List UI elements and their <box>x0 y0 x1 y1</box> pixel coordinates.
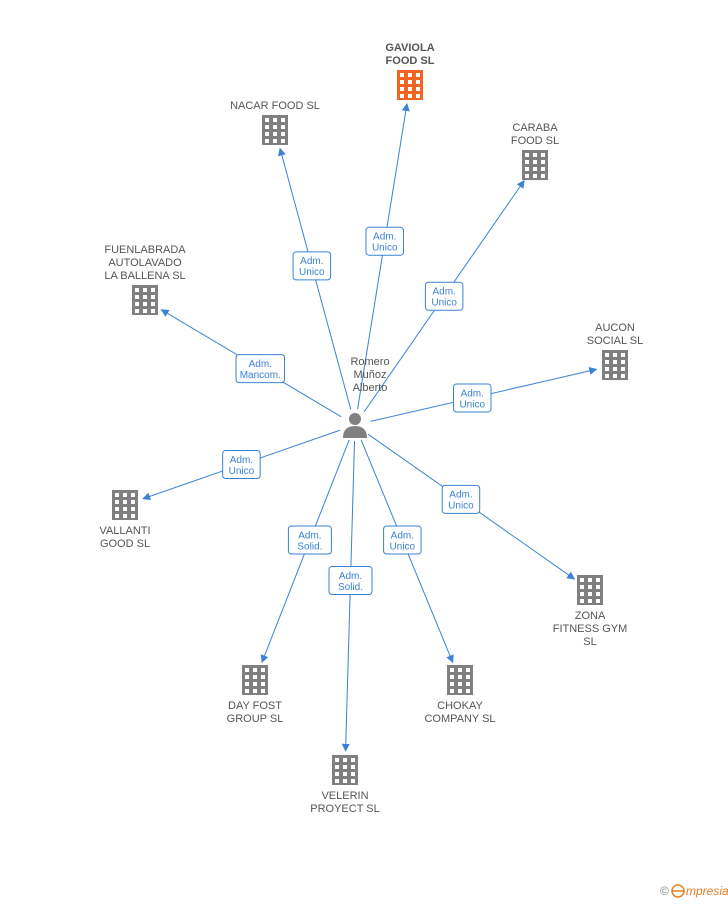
edge-velerin <box>346 441 355 751</box>
building-icon <box>332 755 358 785</box>
svg-text:NACAR FOOD SL: NACAR FOOD SL <box>230 100 320 112</box>
svg-text:Unico: Unico <box>431 298 457 309</box>
edge-label-nacar: Adm.Unico <box>293 252 331 280</box>
node-vallanti[interactable] <box>112 490 138 520</box>
node-label-zona: ZONAFITNESS GYMSL <box>553 610 628 648</box>
edge-label-caraba: Adm.Unico <box>425 282 463 310</box>
edge-label-chokay: Adm.Unico <box>384 526 422 554</box>
svg-text:Solid.: Solid. <box>338 582 363 593</box>
node-fuenlabrada[interactable] <box>132 285 158 315</box>
svg-text:Unico: Unico <box>390 541 416 552</box>
svg-text:ZONA: ZONA <box>575 610 606 622</box>
svg-text:Muñoz: Muñoz <box>353 369 386 381</box>
building-icon <box>242 665 268 695</box>
svg-text:Adm.: Adm. <box>373 232 396 243</box>
node-label-vallanti: VALLANTIGOOD SL <box>99 525 150 550</box>
svg-text:PROYECT SL: PROYECT SL <box>310 803 380 815</box>
svg-text:FUENLABRADA: FUENLABRADA <box>104 244 186 256</box>
svg-text:AUTOLAVADO: AUTOLAVADO <box>108 257 182 269</box>
node-zona[interactable] <box>577 575 603 605</box>
svg-text:Adm.: Adm. <box>391 530 414 541</box>
svg-text:GOOD SL: GOOD SL <box>100 538 150 550</box>
edge-label-dayfost: Adm.Solid. <box>288 526 331 554</box>
building-icon <box>262 115 288 145</box>
node-caraba[interactable] <box>522 150 548 180</box>
svg-text:Unico: Unico <box>229 466 255 477</box>
node-gaviola[interactable] <box>397 70 423 100</box>
svg-text:©: © <box>660 884 669 898</box>
svg-text:Adm.: Adm. <box>449 490 472 501</box>
person-icon <box>343 413 367 438</box>
center-label: RomeroMuñozAlberto <box>350 356 389 394</box>
building-icon <box>447 665 473 695</box>
node-label-aucon: AUCONSOCIAL SL <box>587 322 643 347</box>
svg-text:Adm.: Adm. <box>461 388 484 399</box>
svg-text:DAY FOST: DAY FOST <box>228 700 282 712</box>
svg-text:VELERIN: VELERIN <box>321 790 368 802</box>
edge-label-aucon: Adm.Unico <box>453 384 491 412</box>
svg-text:Unico: Unico <box>299 267 325 278</box>
svg-text:AUCON: AUCON <box>595 322 635 334</box>
building-icon <box>577 575 603 605</box>
svg-text:GROUP SL: GROUP SL <box>227 713 284 725</box>
svg-text:FITNESS GYM: FITNESS GYM <box>553 623 628 635</box>
svg-text:Unico: Unico <box>448 501 474 512</box>
svg-text:Unico: Unico <box>459 399 485 410</box>
node-velerin[interactable] <box>332 755 358 785</box>
edge-label-vallanti: Adm.Unico <box>223 451 261 479</box>
building-icon <box>602 350 628 380</box>
node-label-dayfost: DAY FOSTGROUP SL <box>227 700 284 725</box>
building-icon <box>112 490 138 520</box>
node-chokay[interactable] <box>447 665 473 695</box>
node-nacar[interactable] <box>262 115 288 145</box>
svg-text:Romero: Romero <box>350 356 389 368</box>
svg-text:Adm.: Adm. <box>339 571 362 582</box>
node-dayfost[interactable] <box>242 665 268 695</box>
svg-text:Adm.: Adm. <box>300 256 323 267</box>
svg-text:Adm.: Adm. <box>298 530 321 541</box>
center-person[interactable] <box>343 413 367 438</box>
node-aucon[interactable] <box>602 350 628 380</box>
svg-text:FOOD SL: FOOD SL <box>511 135 559 147</box>
svg-text:CARABA: CARABA <box>512 122 558 134</box>
svg-text:Solid.: Solid. <box>297 541 322 552</box>
footer: © mpresia <box>660 884 728 898</box>
svg-text:mpresia: mpresia <box>686 884 728 898</box>
node-label-chokay: CHOKAYCOMPANY SL <box>424 700 495 725</box>
svg-text:Adm.: Adm. <box>230 455 253 466</box>
building-icon <box>132 285 158 315</box>
node-label-nacar: NACAR FOOD SL <box>230 100 320 112</box>
svg-text:VALLANTI: VALLANTI <box>99 525 150 537</box>
edge-label-gaviola: Adm.Unico <box>366 227 404 255</box>
edge-label-fuenlabrada: Adm.Mancom. <box>236 355 284 383</box>
building-icon <box>397 70 423 100</box>
node-label-caraba: CARABAFOOD SL <box>511 122 559 147</box>
svg-text:COMPANY SL: COMPANY SL <box>424 713 495 725</box>
edge-label-zona: Adm.Unico <box>442 485 480 513</box>
svg-text:Adm.: Adm. <box>249 359 272 370</box>
svg-text:LA BALLENA SL: LA BALLENA SL <box>104 270 185 282</box>
svg-text:FOOD SL: FOOD SL <box>386 55 435 67</box>
svg-text:Alberto: Alberto <box>353 382 388 394</box>
svg-text:CHOKAY: CHOKAY <box>437 700 483 712</box>
svg-text:Adm.: Adm. <box>432 287 455 298</box>
node-label-velerin: VELERINPROYECT SL <box>310 790 380 815</box>
node-label-gaviola: GAVIOLAFOOD SL <box>385 42 434 67</box>
svg-text:GAVIOLA: GAVIOLA <box>385 42 434 54</box>
building-icon <box>522 150 548 180</box>
edge-label-velerin: Adm.Solid. <box>329 566 372 594</box>
svg-text:Mancom.: Mancom. <box>240 370 281 381</box>
svg-text:Unico: Unico <box>372 243 398 254</box>
svg-text:SL: SL <box>583 636 596 648</box>
node-label-fuenlabrada: FUENLABRADAAUTOLAVADOLA BALLENA SL <box>104 244 186 282</box>
svg-text:SOCIAL SL: SOCIAL SL <box>587 335 643 347</box>
